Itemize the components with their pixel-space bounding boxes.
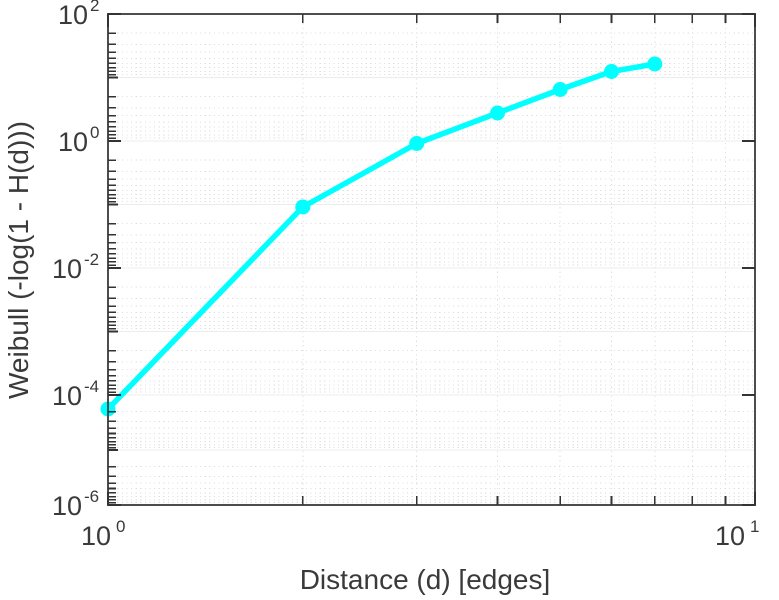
x-tick-exponent: 1: [750, 517, 759, 536]
grid-major-lines: [108, 76, 755, 451]
x-tick-label-1e0: 10 0: [81, 517, 125, 551]
data-point: [409, 136, 425, 151]
y-tick-label-1e0: 10 0: [58, 123, 100, 157]
x-tick-mantissa: 10: [715, 521, 745, 551]
y-tick-mantissa: 10: [52, 254, 82, 284]
y-tick-exponent: -4: [84, 377, 99, 396]
x-tick-labels: 10 0 10 1: [81, 517, 759, 551]
y-tick-label-1e-2: 10 -2: [52, 250, 99, 284]
y-tick-label-1e2: 10 2: [58, 0, 100, 30]
y-tick-exponent: 2: [90, 0, 99, 15]
data-series-weibull: [100, 56, 663, 417]
y-tick-exponent: -2: [84, 250, 99, 269]
x-tick-mantissa: 10: [81, 521, 111, 551]
y-axis-ticks: [108, 12, 755, 507]
y-tick-label-1e-4: 10 -4: [52, 377, 99, 411]
grid-lines: [108, 14, 755, 505]
y-tick-label-1e-6: 10 -6: [52, 487, 99, 521]
data-point: [604, 64, 619, 79]
plot-frame: [106, 12, 757, 507]
x-axis-ticks: [106, 14, 757, 505]
y-tick-labels: 10 2 10 0 10 -2 10 -4 10 -6: [52, 0, 100, 521]
data-point: [490, 105, 505, 121]
y-tick-exponent: -6: [84, 487, 99, 506]
x-tick-exponent: 0: [116, 517, 125, 536]
y-tick-mantissa: 10: [58, 0, 88, 30]
data-point: [552, 82, 568, 97]
data-point: [295, 199, 311, 215]
y-tick-mantissa: 10: [52, 381, 82, 411]
x-tick-label-1e1: 10 1: [715, 517, 759, 551]
y-tick-exponent: 0: [90, 123, 99, 142]
y-tick-mantissa: 10: [58, 127, 88, 157]
x-axis-title: Distance (d) [edges]: [300, 564, 551, 595]
y-axis-title: Weibull (-log(1 - H(d))): [3, 121, 34, 399]
data-point: [647, 56, 663, 72]
y-tick-mantissa: 10: [52, 491, 82, 521]
plot-background: [108, 14, 755, 505]
